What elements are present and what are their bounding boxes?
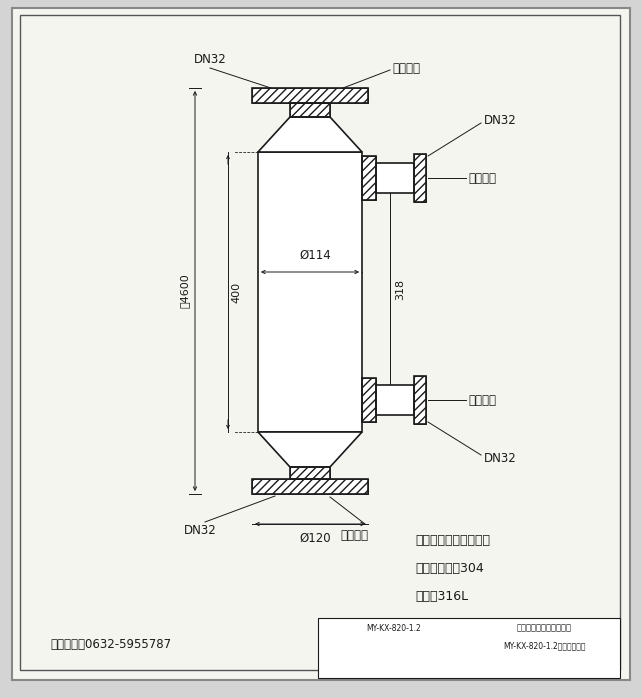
Bar (414, 154, 426, 202)
Text: 材质：壳体，304: 材质：壳体，304 (415, 561, 484, 574)
Text: Ø114: Ø114 (299, 249, 331, 262)
Bar (362, 156, 376, 200)
Bar (252, 88, 368, 103)
Bar (258, 152, 362, 432)
Bar (362, 156, 376, 200)
Text: Ø120: Ø120 (299, 532, 331, 545)
Bar (414, 376, 426, 424)
Bar (252, 88, 368, 103)
Text: 热媒出口: 热媒出口 (340, 529, 368, 542)
Bar (414, 376, 426, 424)
Text: 318: 318 (395, 279, 405, 299)
Text: 冷媒出口: 冷媒出口 (468, 172, 496, 184)
Text: DN32: DN32 (194, 53, 227, 66)
Bar (252, 479, 368, 494)
Text: 冷媒进口: 冷媒进口 (468, 394, 496, 406)
Bar (290, 467, 330, 479)
Text: MY-KX-820-1.2: MY-KX-820-1.2 (366, 624, 421, 632)
Polygon shape (258, 432, 362, 467)
Polygon shape (258, 117, 362, 152)
Bar (414, 154, 426, 202)
Bar (290, 103, 330, 117)
Bar (290, 103, 330, 117)
Text: 400: 400 (231, 281, 241, 302)
Bar (362, 378, 376, 422)
Bar (318, 618, 620, 678)
Bar (252, 479, 368, 494)
Bar (376, 163, 414, 193)
Bar (362, 378, 376, 422)
Text: 密友热线：0632-5955787: 密友热线：0632-5955787 (50, 639, 171, 651)
Text: DN32: DN32 (484, 114, 517, 126)
Bar (376, 385, 414, 415)
Text: DN32: DN32 (484, 452, 517, 464)
Text: MY-KX-820-1.2换热器示意图: MY-KX-820-1.2换热器示意图 (503, 641, 586, 651)
Bar (290, 467, 330, 479)
Text: 热媒进口: 热媒进口 (392, 61, 420, 75)
Text: 剠4600: 剠4600 (180, 274, 190, 309)
Text: 内管：316L: 内管：316L (415, 590, 468, 602)
Text: 注：四件法兰外径相同: 注：四件法兰外径相同 (415, 533, 490, 547)
Text: DN32: DN32 (184, 524, 216, 537)
Text: 夏州市密友机械有限公司: 夏州市密友机械有限公司 (517, 624, 572, 632)
